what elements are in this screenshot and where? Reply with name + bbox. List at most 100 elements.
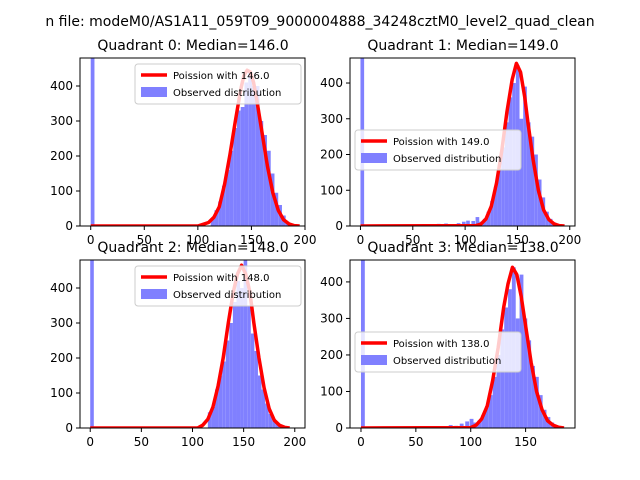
legend: Poission with 149.0 Observed distribution (354, 129, 522, 171)
histogram-bar (504, 122, 509, 226)
histogram-bar (475, 217, 480, 226)
histogram-bar (259, 121, 264, 226)
legend-entry-observed: Observed distribution (173, 290, 281, 301)
y-tick-label: 0 (335, 421, 343, 435)
histogram-bar (215, 389, 219, 428)
x-tick-label: 100 (459, 435, 482, 449)
histogram-bar (263, 135, 267, 226)
y-tick-label: 100 (50, 184, 73, 198)
x-tick-label: 50 (137, 233, 152, 247)
subplot-title: Quadrant 0: Median=146.0 (97, 38, 288, 54)
legend-entry-observed: Observed distribution (393, 154, 501, 165)
y-tick-label: 400 (50, 79, 73, 93)
histogram-bar (500, 329, 505, 428)
legend-patch-swatch (141, 289, 167, 299)
histogram-bar (261, 389, 266, 428)
y-tick-label: 0 (335, 219, 343, 233)
histogram-bar (466, 220, 470, 226)
histogram-bar (270, 173, 275, 226)
legend: Poission with 138.0 Observed distribution (354, 331, 522, 373)
data-layer (90, 260, 290, 428)
x-tick-label: 100 (186, 233, 209, 247)
y-tick-label: 300 (50, 316, 73, 330)
histogram-bar (207, 412, 212, 428)
x-tick-label: 200 (558, 233, 581, 247)
subplot-title: Quadrant 1: Median=149.0 (367, 38, 558, 54)
histogram-bar (523, 86, 527, 226)
poisson-fit-line (360, 61, 565, 226)
x-tick-label: 150 (506, 233, 529, 247)
axes-frame (79, 57, 306, 227)
legend-box (354, 129, 522, 171)
histogram-bar (530, 136, 535, 226)
x-tick-label: 50 (408, 435, 423, 449)
x-tick-label: 0 (86, 435, 94, 449)
legend-entry-observed: Observed distribution (393, 356, 501, 367)
legend: Poission with 146.0 Observed distribution (134, 63, 302, 105)
histogram-bar (534, 376, 539, 428)
histogram-bar (519, 118, 524, 226)
x-tick-label: 50 (134, 435, 149, 449)
legend-box (354, 331, 522, 373)
y-tick-label: 100 (50, 386, 73, 400)
y-tick-label: 200 (320, 148, 343, 162)
x-tick-label: 100 (181, 435, 204, 449)
legend-entry-observed: Observed distribution (173, 88, 281, 99)
y-tick-label: 300 (50, 114, 73, 128)
histogram-bar (240, 288, 244, 428)
y-tick-label: 200 (50, 351, 73, 365)
legend-entry-fit: Poission with 138.0 (393, 339, 489, 350)
histogram-bar (211, 407, 215, 428)
y-tick-label: 100 (320, 384, 343, 398)
x-tick-label: 100 (454, 233, 477, 247)
histogram-bar (477, 420, 482, 428)
histogram-bar (531, 365, 535, 428)
y-tick-label: 300 (320, 112, 343, 126)
legend-entry-fit: Poission with 146.0 (173, 71, 269, 82)
legend-entry-fit: Poission with 148.0 (173, 273, 269, 284)
histogram-bar (492, 376, 497, 428)
histogram-bar (240, 107, 245, 226)
figure-suptitle: n file: modeM0/AS1A11_059T09_9000004888_… (45, 14, 594, 30)
histogram-bar (469, 418, 474, 428)
histogram-bar (222, 361, 226, 428)
histogram-bar (265, 403, 269, 428)
histogram-bar (542, 409, 547, 428)
subplot-title: Quadrant 2: Median=148.0 (97, 240, 288, 256)
histogram-bar (236, 110, 241, 226)
x-tick-label: 0 (87, 233, 95, 247)
subplot-title: Quadrant 3: Median=138.0 (367, 240, 558, 256)
histogram-bar (523, 318, 528, 428)
histogram-bar (534, 154, 538, 226)
y-tick-label: 300 (320, 311, 343, 325)
x-tick-label: 0 (357, 435, 365, 449)
histogram-bar (90, 58, 95, 226)
y-tick-label: 400 (320, 76, 343, 90)
subplot-quadrant-1: Quadrant 1: Median=149.0 0 50 100 150 200 0 100… (320, 38, 581, 247)
x-tick-label: 0 (357, 233, 365, 247)
y-tick-label: 400 (320, 275, 343, 289)
x-tick-label: 200 (283, 435, 306, 449)
histogram-bar (214, 210, 219, 226)
histogram-bar (218, 375, 223, 428)
y-tick-label: 0 (65, 421, 73, 435)
histogram-bar (248, 72, 252, 226)
histogram-bar (488, 395, 493, 428)
histogram-bar (537, 179, 542, 226)
histogram-bar (471, 220, 476, 226)
histogram-bar (225, 170, 230, 226)
histogram-bar (221, 185, 226, 226)
histogram-bar (497, 168, 502, 226)
legend-entry-fit: Poission with 149.0 (393, 137, 489, 148)
histogram-bar (501, 147, 505, 226)
histogram-bar (247, 305, 251, 428)
histogram-bar (486, 211, 491, 226)
histogram-bar (493, 186, 498, 226)
legend-patch-swatch (361, 355, 387, 365)
histogram-bar (255, 86, 260, 226)
subplot-quadrant-3: Quadrant 3: Median=138.0 0 50 100 150 0 100 200… (320, 240, 576, 449)
y-tick-label: 400 (50, 281, 73, 295)
legend-patch-swatch (141, 87, 167, 97)
x-tick-label: 150 (514, 435, 537, 449)
y-tick-label: 100 (320, 183, 343, 197)
